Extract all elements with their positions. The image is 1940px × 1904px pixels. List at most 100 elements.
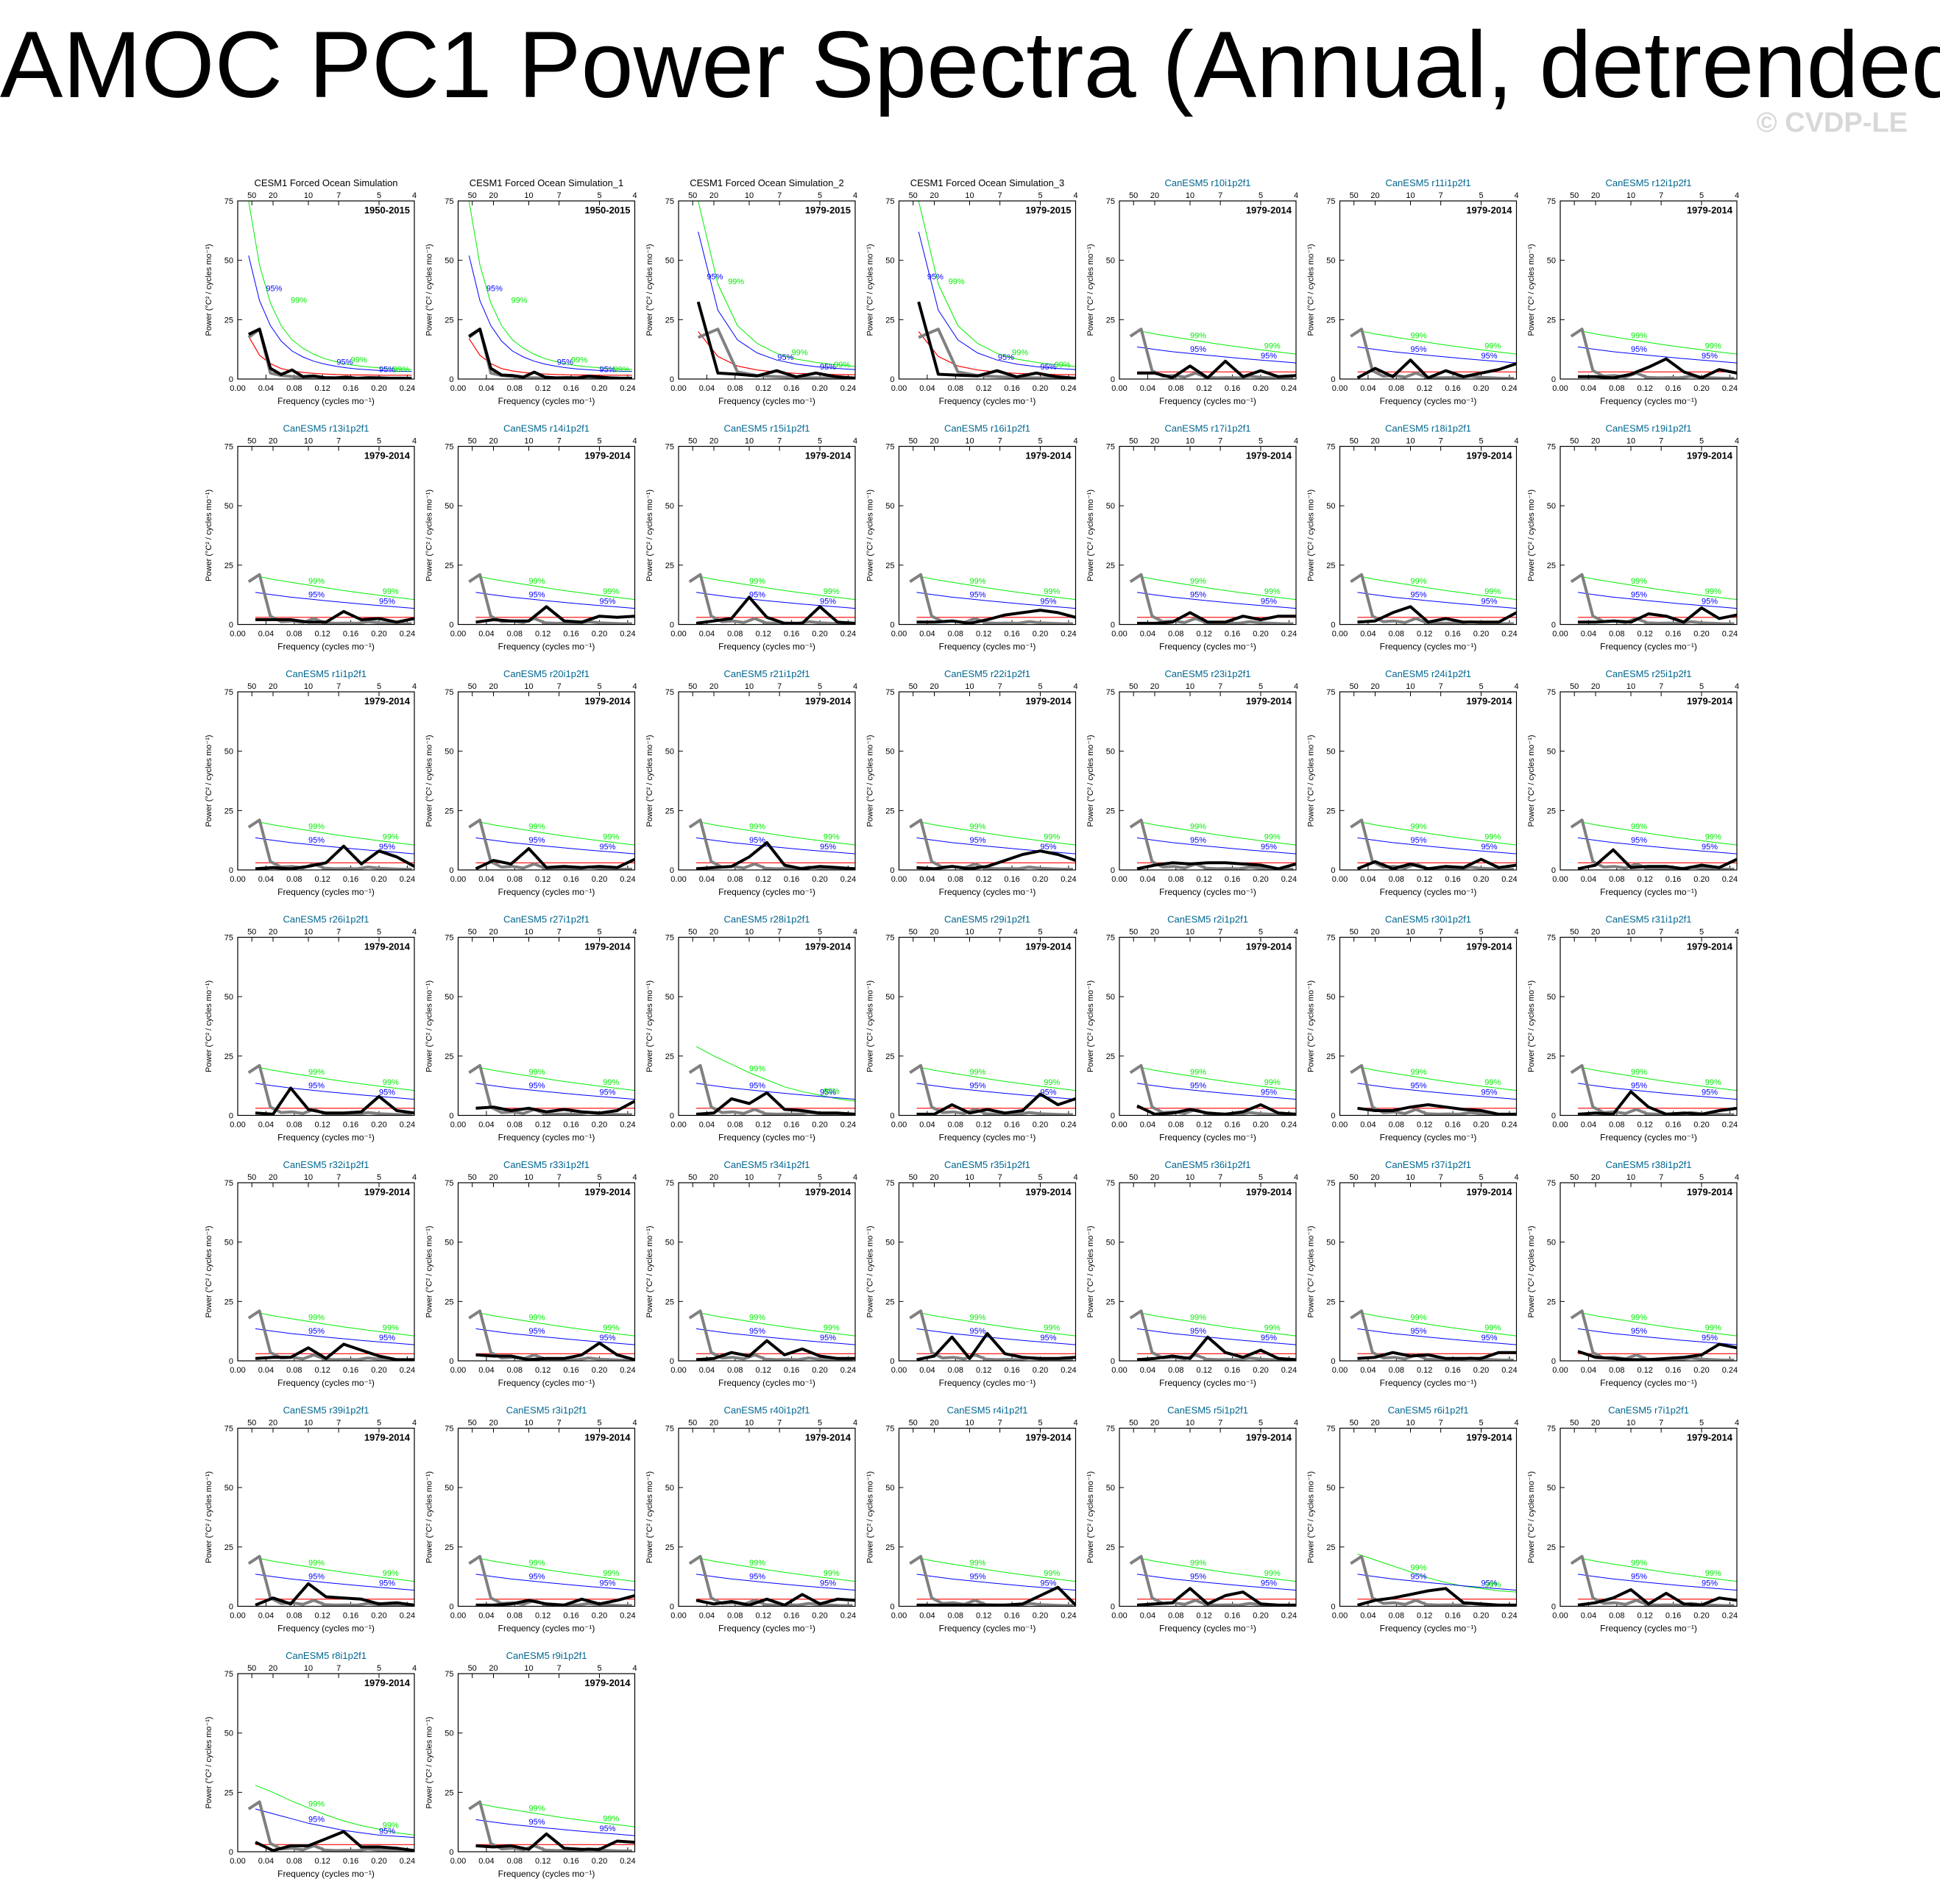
bound-95-line — [1357, 592, 1517, 609]
y-tick-label: 25 — [224, 1298, 233, 1306]
period-tick-label: 50 — [1570, 437, 1579, 446]
reference-spectrum-line — [247, 1800, 412, 1852]
spectrum-line — [1357, 1351, 1517, 1360]
panel-lines — [1129, 573, 1296, 625]
spectrum-line — [475, 1832, 635, 1851]
bound-99-label: 99% — [1044, 1569, 1060, 1578]
bound-95-label: 95% — [379, 843, 395, 852]
panel-title: CanESM5 r14i1p2f1 — [503, 423, 590, 434]
panel-lines — [468, 1309, 635, 1361]
period-tick-label: 7 — [1659, 437, 1663, 446]
bound-95-label: 95% — [1411, 836, 1427, 845]
y-tick-label: 0 — [890, 1112, 894, 1121]
bound-95-label: 95% — [379, 1827, 395, 1836]
period-tick-label: 50 — [909, 191, 918, 200]
y-axis-label: Power (°C² / cycles mo⁻¹) — [1307, 735, 1316, 827]
bound-95-label: 95% — [600, 1825, 616, 1833]
x-tick-label: 0.16 — [784, 1366, 799, 1375]
y-tick-label: 50 — [1547, 748, 1556, 757]
y-axis-label: Power (°C² / cycles mo⁻¹) — [1307, 1471, 1316, 1563]
bound-99-line — [255, 575, 414, 601]
y-axis-label: Power (°C² / cycles mo⁻¹) — [205, 980, 213, 1072]
y-tick-label: 25 — [445, 807, 453, 815]
panel-lines — [1350, 1554, 1517, 1607]
bound-95-line — [1357, 346, 1517, 364]
y-tick-label: 75 — [224, 1425, 233, 1434]
period-tick-label: 10 — [745, 191, 754, 200]
bound-95-label: 95% — [600, 1579, 616, 1588]
period-tick-label: 20 — [489, 437, 498, 446]
period-tick-label: 10 — [1186, 682, 1194, 691]
y-tick-label: 50 — [445, 1484, 453, 1493]
bound-99-line — [475, 1557, 635, 1582]
period-tick-label: 4 — [1073, 682, 1077, 691]
panel-frame — [457, 1427, 636, 1607]
y-tick-label: 50 — [1547, 502, 1556, 511]
panel-lines — [917, 201, 1076, 379]
x-tick-label: 0.08 — [727, 384, 743, 393]
x-tick-label: 0.00 — [230, 1121, 245, 1130]
bound-99-line — [1577, 1557, 1737, 1582]
period-tick-label: 5 — [818, 928, 822, 937]
period-tick-label: 7 — [1439, 1173, 1443, 1182]
period-tick-label: 20 — [1591, 191, 1600, 200]
y-tick-label: 50 — [445, 502, 453, 511]
period-label: 1979-2014 — [584, 1186, 631, 1197]
bound-95-line — [255, 837, 414, 854]
period-tick-label: 10 — [745, 682, 754, 691]
y-tick-label: 75 — [445, 1425, 453, 1434]
bound-95-line — [255, 1574, 414, 1591]
panel-title: CanESM5 r16i1p2f1 — [944, 423, 1030, 434]
x-tick-label: 0.24 — [1501, 1366, 1517, 1375]
bound-95-label: 95% — [529, 1818, 545, 1827]
y-tick-label: 75 — [1547, 1179, 1556, 1188]
bound-99-label: 99% — [308, 822, 325, 831]
period-tick-label: 10 — [1406, 1173, 1415, 1182]
x-tick-label: 0.12 — [1196, 384, 1211, 393]
y-axis-label: Power (°C² / cycles mo⁻¹) — [425, 735, 434, 827]
y-tick-label: 50 — [224, 748, 233, 757]
period-tick-label: 4 — [1735, 1173, 1739, 1182]
bound-99-label: 99% — [1012, 349, 1028, 358]
bound-99-label: 99% — [308, 577, 325, 586]
bound-99-label: 99% — [1705, 1078, 1721, 1087]
period-tick-label: 7 — [557, 1173, 562, 1182]
bound-99-label: 99% — [529, 822, 545, 831]
y-axis-label: Power (°C² / cycles mo⁻¹) — [1527, 1225, 1536, 1317]
x-tick-label: 0.00 — [1332, 1121, 1348, 1130]
bound-95-label: 95% — [970, 1082, 986, 1091]
reference-spectrum-line — [1129, 1309, 1294, 1361]
y-tick-label: 50 — [665, 748, 674, 757]
period-tick-label: 50 — [1350, 928, 1359, 937]
panel-title: CanESM5 r18i1p2f1 — [1385, 423, 1471, 434]
bound-95-line — [255, 1328, 414, 1345]
x-tick-label: 0.12 — [1196, 875, 1211, 884]
x-tick-label: 0.16 — [563, 875, 578, 884]
x-tick-label: 0.04 — [258, 384, 274, 393]
panel-lines — [247, 1785, 414, 1852]
x-tick-label: 0.08 — [286, 630, 302, 639]
period-tick-label: 50 — [1350, 437, 1359, 446]
bound-95-line — [1357, 837, 1517, 854]
x-tick-label: 0.12 — [535, 875, 551, 884]
x-tick-label: 0.20 — [371, 1121, 386, 1130]
period-tick-label: 50 — [247, 437, 256, 446]
bound-95-label: 95% — [707, 272, 723, 281]
period-tick-label: 50 — [688, 928, 697, 937]
x-tick-label: 0.16 — [1004, 384, 1019, 393]
period-label: 1979-2014 — [1025, 696, 1072, 707]
period-tick-label: 50 — [1129, 1419, 1138, 1428]
x-tick-label: 0.16 — [784, 1612, 799, 1621]
period-tick-label: 10 — [1406, 682, 1415, 691]
x-tick-label: 0.12 — [314, 630, 330, 639]
x-tick-label: 0.16 — [1445, 875, 1460, 884]
period-tick-label: 4 — [853, 682, 857, 691]
bound-95-label: 95% — [379, 598, 395, 606]
x-tick-label: 0.00 — [670, 875, 686, 884]
bound-99-label: 99% — [1411, 331, 1427, 340]
